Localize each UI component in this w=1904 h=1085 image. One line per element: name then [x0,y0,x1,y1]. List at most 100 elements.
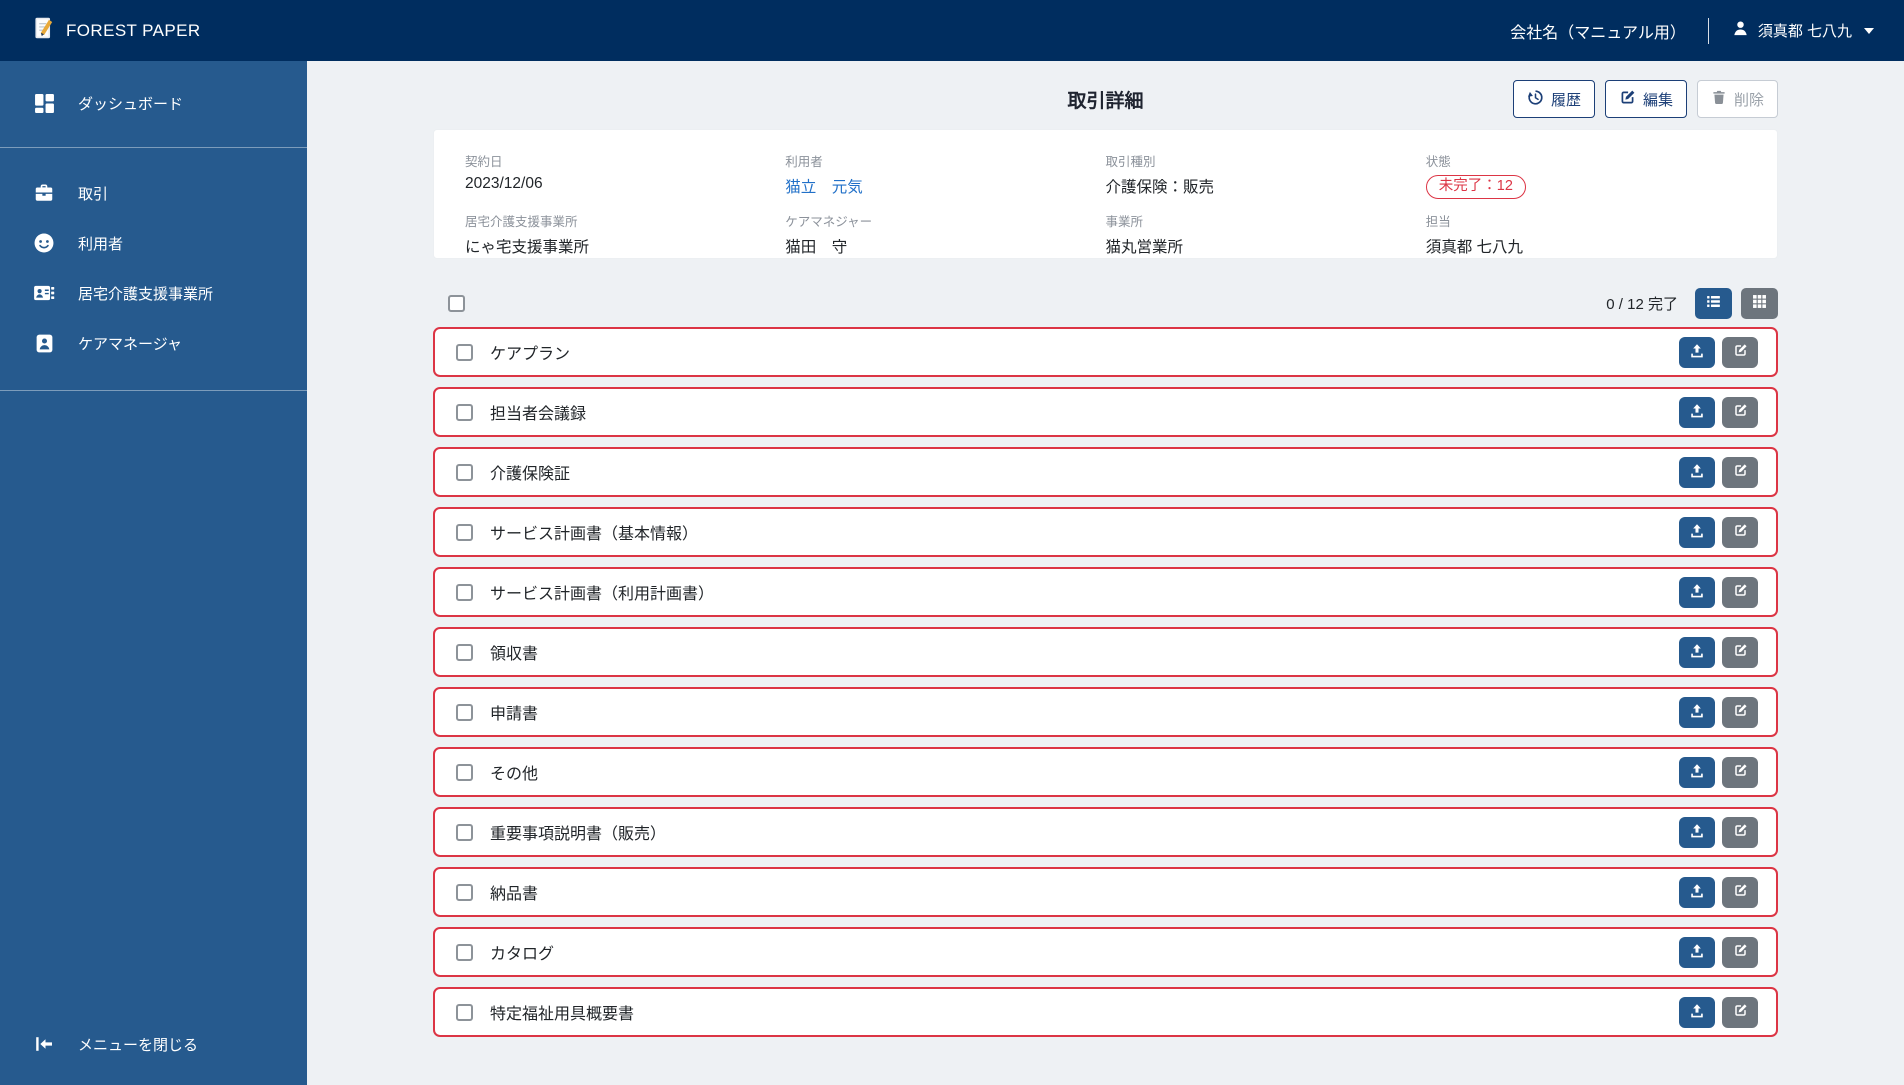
edit-document-button[interactable] [1722,876,1758,908]
sidebar-item-label: 居宅介護支援事業所 [78,285,214,303]
edit-label: 編集 [1642,91,1673,109]
sidebar-item-care-manager[interactable]: ケアマネージャ [0,318,307,368]
document-checkbox[interactable] [456,643,473,661]
detail-field: 取引種別 介護保険：販売 [1106,151,1426,199]
upload-icon [1689,943,1705,962]
edit-document-button[interactable] [1722,936,1758,968]
document-checkbox[interactable] [456,943,473,961]
document-checkbox[interactable] [456,763,473,781]
edit-document-button[interactable] [1722,396,1758,428]
sidebar-item-care-office[interactable]: 居宅介護支援事業所 [0,268,307,318]
upload-icon [1689,763,1705,782]
detail-field: 事業所 猫丸営業所 [1106,211,1426,257]
upload-button[interactable] [1679,456,1715,488]
grid-view-button[interactable] [1741,287,1778,319]
field-label: 居宅介護支援事業所 [465,215,578,229]
list-view-button[interactable] [1695,287,1732,319]
select-all-checkbox[interactable] [448,294,465,312]
sidebar-item-transactions[interactable]: 取引 [0,168,307,218]
detail-field: 利用者 猫立 元気 [785,151,1105,199]
document-row: 担当者会議録 [433,387,1778,437]
document-checkbox[interactable] [456,463,473,481]
document-actions [1679,756,1758,788]
document-label: 申請書 [490,706,539,723]
document-checkbox[interactable] [456,583,473,601]
upload-icon [1689,1003,1705,1022]
field-value: 猫丸営業所 [1105,239,1184,256]
upload-button[interactable] [1679,756,1715,788]
user-name: 須真都 七八九 [1757,23,1852,40]
person-badge-icon [32,331,56,355]
edit-document-button[interactable] [1722,816,1758,848]
sidebar-item-label: 利用者 [78,235,124,253]
topbar: FOREST PAPER 会社名（マニュアル用） 須真都 七八九 [0,0,1904,61]
sidebar-item-dashboard[interactable]: ダッシュボード [0,77,307,129]
close-menu-button[interactable]: メニューを閉じる [0,1021,307,1067]
sidebar-item-label: ケアマネージャ [78,335,182,353]
trash-icon [1711,89,1727,109]
document-checkbox[interactable] [456,703,473,721]
id-card-icon [32,281,56,305]
history-button[interactable]: 履歴 [1512,80,1595,118]
upload-icon [1689,883,1705,902]
field-label: ケアマネジャー [785,215,873,229]
delete-button[interactable]: 削除 [1696,80,1778,118]
notepad-pencil-icon [30,15,56,46]
edit-document-button[interactable] [1722,516,1758,548]
briefcase-icon [32,181,56,205]
user-menu[interactable]: 須真都 七八九 [1731,19,1874,42]
sidebar-item-users[interactable]: 利用者 [0,218,307,268]
field-value: 2023/12/06 [465,175,543,192]
list-view-icon [1705,293,1722,313]
topbar-right: 会社名（マニュアル用） 須真都 七八九 [1510,17,1874,44]
edit-document-button[interactable] [1722,576,1758,608]
edit-icon [1733,703,1748,721]
delete-label: 削除 [1733,91,1764,109]
document-actions [1679,876,1758,908]
history-label: 履歴 [1550,91,1581,109]
edit-button[interactable]: 編集 [1604,80,1687,118]
detail-field: 契約日 2023/12/06 [465,151,785,199]
transaction-details-card: 契約日 2023/12/06 利用者 猫立 元気 取引種別 介護保険：販売 状態… [433,129,1778,259]
upload-icon [1689,643,1705,662]
document-label: カタログ [490,946,555,963]
document-checkbox[interactable] [456,823,473,841]
detail-field: 担当 須真都 七八九 [1426,211,1746,257]
field-value[interactable]: 猫立 元気 [785,179,863,196]
sidebar-divider [0,390,307,391]
document-label: その他 [490,766,539,783]
upload-button[interactable] [1679,876,1715,908]
face-icon [32,231,56,255]
edit-document-button[interactable] [1722,996,1758,1028]
document-checkbox[interactable] [456,403,473,421]
upload-button[interactable] [1679,636,1715,668]
document-checkbox[interactable] [456,883,473,901]
upload-button[interactable] [1679,696,1715,728]
edit-document-button[interactable] [1722,456,1758,488]
edit-document-button[interactable] [1722,696,1758,728]
upload-button[interactable] [1679,516,1715,548]
collapse-menu-icon [32,1032,56,1056]
edit-document-button[interactable] [1722,336,1758,368]
document-checkbox[interactable] [456,523,473,541]
edit-icon [1733,403,1748,421]
document-label: 担当者会議録 [490,406,587,423]
edit-document-button[interactable] [1722,756,1758,788]
upload-button[interactable] [1679,396,1715,428]
upload-button[interactable] [1679,576,1715,608]
edit-icon [1733,763,1748,781]
document-checkbox[interactable] [456,343,473,361]
edit-icon [1733,943,1748,961]
grid-view-icon [1751,293,1768,313]
document-actions [1679,996,1758,1028]
upload-button[interactable] [1679,996,1715,1028]
document-label: 領収書 [490,646,539,663]
detail-field: 居宅介護支援事業所 にゃ宅支援事業所 [465,211,785,257]
edit-document-button[interactable] [1722,636,1758,668]
field-label: 担当 [1425,215,1451,229]
upload-button[interactable] [1679,336,1715,368]
upload-button[interactable] [1679,936,1715,968]
document-checkbox[interactable] [456,1003,473,1021]
upload-icon [1689,343,1705,362]
upload-button[interactable] [1679,816,1715,848]
